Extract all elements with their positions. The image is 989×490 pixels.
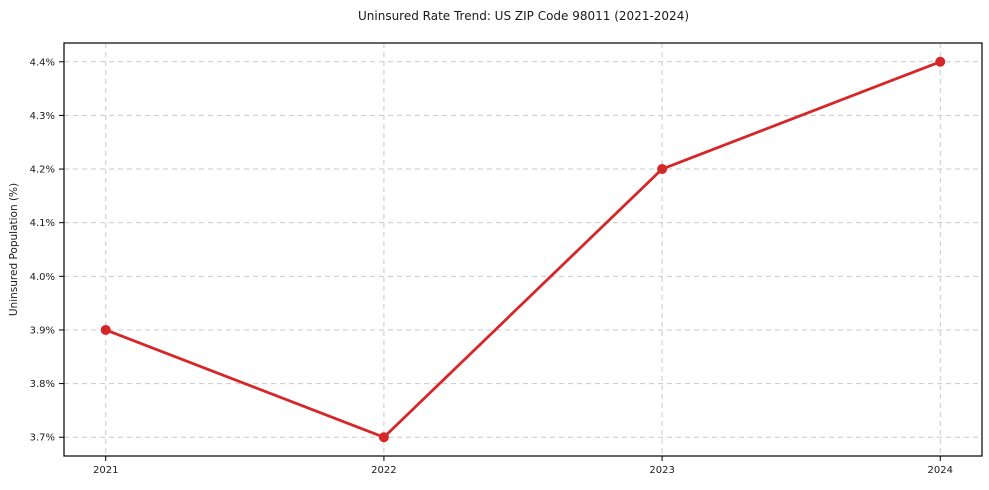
y-tick-label: 4.2% [30,165,55,176]
x-tick-label: 2021 [93,465,118,476]
y-tick-label: 3.7% [30,433,55,444]
x-tick-label: 2023 [649,465,674,476]
chart-title: Uninsured Rate Trend: US ZIP Code 98011 … [357,9,690,23]
x-tick-label: 2022 [371,465,396,476]
data-point [378,432,389,443]
trend-line [104,60,942,439]
y-tick-label: 4.3% [30,111,55,122]
y-axis-label: Uninsured Population (%) [8,183,20,316]
data-point [657,164,668,175]
y-tick-label: 4.0% [30,272,55,283]
y-tick-label: 4.4% [30,57,55,68]
x-tick-label: 2024 [928,465,953,476]
data-point [100,324,111,335]
y-tick-label: 3.8% [30,379,55,390]
y-tick-label: 3.9% [30,325,55,336]
plot-border [63,42,983,457]
y-tick-label: 4.1% [30,218,55,229]
data-point [935,56,946,67]
